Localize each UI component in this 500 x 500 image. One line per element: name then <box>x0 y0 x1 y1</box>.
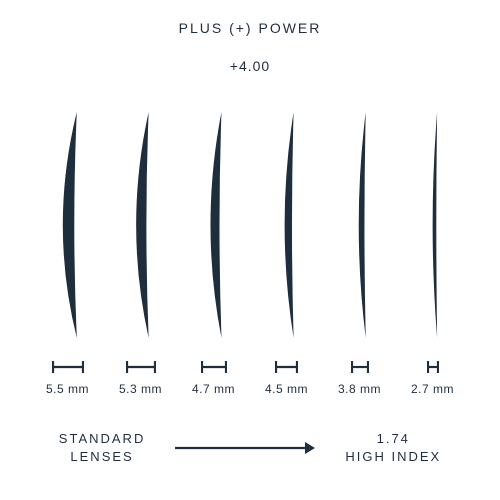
footer-left-line2: LENSES <box>70 449 133 464</box>
thickness-label: 5.5 mm <box>31 382 104 396</box>
labels-row: 5.5 mm5.3 mm4.7 mm4.5 mm3.8 mm2.7 mm <box>0 382 500 396</box>
lens-shape <box>323 105 396 345</box>
thickness-bracket-icon <box>396 358 469 376</box>
lens-shape <box>31 105 104 345</box>
title: PLUS (+) POWER <box>0 20 500 36</box>
footer-left-label: STANDARD LENSES <box>59 430 146 465</box>
arrow-right-icon <box>175 441 315 455</box>
thickness-bracket-icon <box>323 358 396 376</box>
brackets-row <box>0 358 500 376</box>
thickness-bracket-icon <box>104 358 177 376</box>
thickness-bracket-icon <box>177 358 250 376</box>
thickness-bracket-icon <box>250 358 323 376</box>
lens-shape <box>104 105 177 345</box>
lenses-row <box>0 95 500 355</box>
thickness-label: 3.8 mm <box>323 382 396 396</box>
lens-shape <box>250 105 323 345</box>
power-value: +4.00 <box>0 58 500 74</box>
footer: STANDARD LENSES 1.74 HIGH INDEX <box>0 430 500 465</box>
thickness-label: 4.5 mm <box>250 382 323 396</box>
footer-right-label: 1.74 HIGH INDEX <box>345 430 441 465</box>
lens-shape <box>396 105 469 345</box>
lens-shape <box>177 105 250 345</box>
thickness-label: 5.3 mm <box>104 382 177 396</box>
thickness-bracket-icon <box>31 358 104 376</box>
footer-right-line2: HIGH INDEX <box>345 449 441 464</box>
footer-right-line1: 1.74 <box>377 431 410 446</box>
footer-left-line1: STANDARD <box>59 431 146 446</box>
thickness-label: 4.7 mm <box>177 382 250 396</box>
thickness-label: 2.7 mm <box>396 382 469 396</box>
